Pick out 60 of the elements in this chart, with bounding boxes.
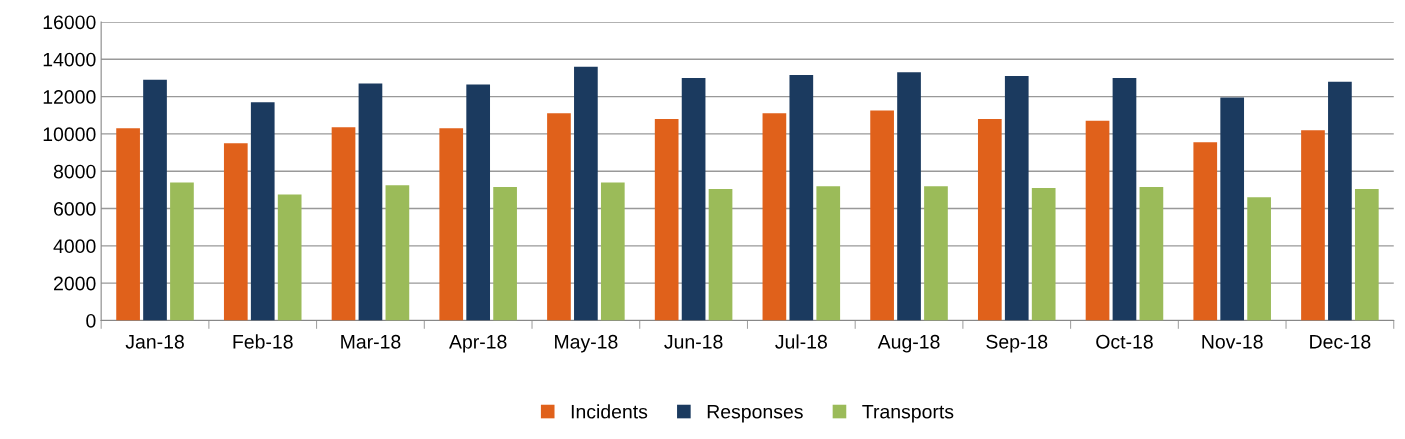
bar: [681, 77, 706, 321]
legend-label: Incidents: [571, 404, 648, 419]
x-tick-label: May-18: [555, 334, 618, 353]
bar: [1354, 188, 1379, 321]
bar: [143, 79, 167, 321]
x-tick-label: Aug-18: [877, 334, 940, 353]
bar: [924, 186, 948, 321]
bar: [897, 72, 921, 321]
x-tick-label: Jul-18: [775, 334, 827, 349]
x-tick-label: Feb-18: [233, 334, 293, 349]
bar: [977, 118, 1002, 321]
bar: [331, 127, 356, 321]
bar: [1031, 188, 1056, 321]
bar: [1004, 76, 1029, 321]
x-tick-label: Oct-18: [1096, 334, 1153, 349]
bar: [1193, 142, 1218, 321]
bar: [466, 84, 491, 321]
y-tick-label: 12000: [43, 90, 96, 104]
x-tick-label: Mar-18: [341, 334, 401, 349]
bar: [439, 128, 464, 321]
legend-label: Responses: [707, 404, 803, 423]
x-tick-label: Dec-18: [1310, 334, 1371, 349]
bar: [170, 182, 194, 321]
x-tick-label: Apr-18: [449, 334, 507, 353]
bar: [1247, 197, 1271, 321]
y-tick-label: 6000: [54, 201, 96, 216]
bar: [547, 113, 571, 321]
y-tick-label: 14000: [43, 52, 96, 67]
bar: [250, 102, 275, 321]
x-tick-label: Sep-18: [986, 334, 1048, 353]
x-tick-label: Jan-18: [125, 334, 184, 349]
bar: [385, 185, 410, 321]
bar: [493, 187, 517, 321]
y-tick-label: 4000: [53, 239, 96, 254]
bar: [1085, 120, 1110, 321]
bar: [358, 83, 383, 321]
bar: [1301, 130, 1325, 321]
bar: [574, 66, 598, 321]
y-tick-label: 10000: [43, 127, 96, 142]
bar: [870, 110, 894, 321]
y-tick-label: 2000: [54, 276, 96, 291]
bar: [816, 186, 841, 321]
y-tick-label: 8000: [53, 164, 96, 179]
y-tick-label: 0: [86, 313, 96, 328]
x-tick-label: Jun-18: [664, 334, 723, 349]
y-tick-label: 16000: [43, 15, 96, 30]
bar: [1328, 81, 1352, 321]
bar: [600, 182, 625, 321]
bar: [789, 75, 814, 321]
bar: [762, 113, 787, 321]
bar: [116, 128, 140, 321]
bar: [277, 194, 302, 321]
bar: [708, 188, 733, 321]
x-tick-label: Nov-18: [1202, 334, 1263, 349]
bar: [223, 143, 248, 321]
legend-label: Transports: [862, 404, 954, 423]
bar: [1220, 97, 1245, 321]
bar: [654, 118, 679, 321]
bar: [1112, 77, 1137, 321]
bar: [1139, 187, 1164, 321]
